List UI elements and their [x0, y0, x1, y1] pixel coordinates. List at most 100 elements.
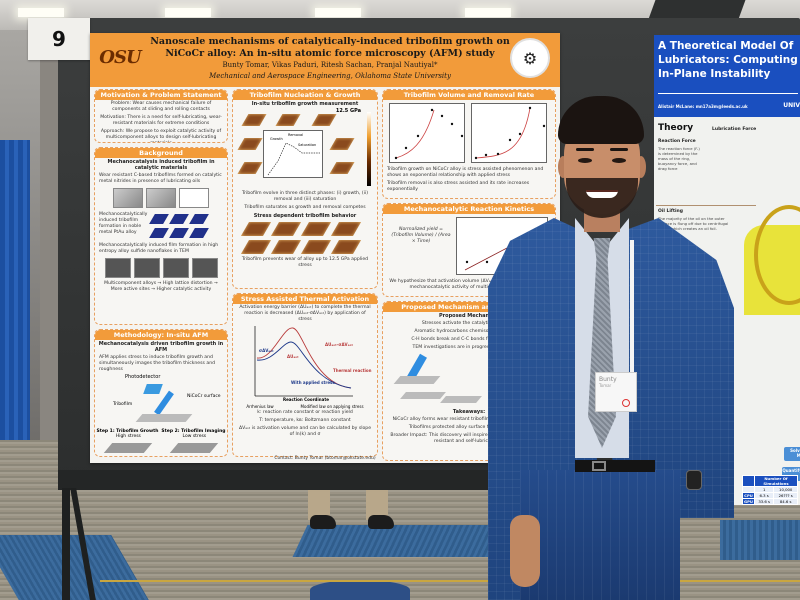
afm-tile: [241, 114, 267, 126]
phase-growth: Growth: [270, 137, 283, 141]
wear-image: [146, 188, 176, 208]
tem-image: [133, 258, 160, 278]
afm-tile: [329, 162, 355, 174]
yield-formula: Normalized yield = (Tribofilm Volume) / …: [391, 227, 451, 244]
ear: [636, 156, 646, 178]
surface-shape: [440, 396, 482, 403]
section-heading: Tribofilm Nucleation & Growth: [233, 90, 377, 100]
poster-board-frame: [58, 470, 498, 490]
name-badge: Bunty Tomar: [595, 372, 637, 412]
afm-tile: [270, 240, 302, 254]
section-subheading: Mechanocatalysis induced tribofilm in ca…: [107, 159, 215, 171]
x-axis-label: Reaction Coordinate: [283, 397, 329, 402]
volume-bullet: Tribofilm removal is also stress assiste…: [387, 181, 530, 192]
oil-lifting-text: The majority of the oil on the outer sur…: [658, 216, 729, 231]
afm-tile: [240, 240, 272, 254]
approach-text: Approach: We propose to exploit catalyti…: [100, 129, 222, 142]
curve-label: Thermal reaction: [333, 368, 372, 373]
hea-text: Mechanocatalytically induced film format…: [99, 243, 219, 254]
visitor-shoe: [310, 515, 336, 529]
theory-heading: Theory: [658, 123, 694, 133]
ptau-afm-images: [149, 212, 219, 240]
arrhenius-label: Arrhenius law: [246, 404, 274, 409]
belt: [575, 460, 655, 472]
afm-image: [169, 228, 189, 238]
hair: [558, 96, 644, 144]
thermal-note: k: reaction rate constant or reaction yi…: [257, 410, 353, 415]
section-subheading: In-situ tribofilm growth measurement: [251, 101, 359, 107]
osu-logo: OSU: [99, 47, 141, 68]
section-divider: [656, 205, 756, 206]
badge-line2: Tomar: [599, 383, 612, 388]
ptau-text: Mechanocatalytically induced tribofilm f…: [99, 212, 148, 235]
suit-trousers: [520, 470, 680, 600]
afm-tile: [275, 114, 301, 126]
background-conclusion: Multicomponent alloys → High lattice dis…: [104, 281, 218, 292]
poster-column-2: Tribofilm Nucleation & Growth In-situ tr…: [232, 89, 378, 461]
poster-authors: Bunty Tomar, Vikas Paduri, Ritesh Sachan…: [222, 61, 438, 69]
step2-label: Step 2: Tribofilm Imaging: [161, 429, 226, 434]
wear-image: [113, 188, 143, 208]
poster-affiliation: Mechanical and Aerospace Engineering, Ok…: [209, 72, 451, 80]
growth-plot: Growth Removal Saturation: [263, 130, 323, 178]
section-heading: Stress Assisted Thermal Activation: [233, 294, 377, 304]
step2-diagram: [169, 443, 219, 453]
reaction-force-heading: Reaction Force: [658, 139, 696, 144]
colorbar: [367, 112, 371, 186]
spectrum-plot: [179, 188, 209, 208]
afm-image: [169, 214, 189, 224]
section-nucleation: Tribofilm Nucleation & Growth In-situ tr…: [232, 89, 378, 289]
section-background: Background Mechanocatalysis induced trib…: [94, 147, 228, 325]
reaction-force-text: The reaction force (Fᵣ) is determined by…: [658, 146, 700, 171]
lab-gear-logo-icon: ⚙: [510, 38, 550, 78]
photodetector-shape: [143, 384, 163, 394]
volume-scatter: [394, 108, 464, 160]
neighbor-poster-header: A Theoretical Model Of Lubricators: Comp…: [654, 35, 800, 117]
visitor-leg: [366, 490, 388, 520]
section-subheading: Mechanocatalysis driven tribofilm growth…: [98, 341, 224, 353]
ear: [558, 156, 568, 178]
phase-saturation: Saturation: [298, 143, 317, 147]
volume-plot: [389, 103, 465, 163]
university-label: UNIV: [783, 102, 800, 109]
background-text: Wear resistant C-based tribofilms formed…: [99, 173, 222, 184]
section-heading: Background: [95, 148, 227, 158]
curve-label: With applied stress: [291, 380, 335, 385]
volume-plots: [383, 100, 555, 166]
research-poster: OSU Nanoscale mechanisms of catalyticall…: [90, 33, 560, 463]
step-diagrams: [95, 439, 227, 453]
row-label: CPU: [742, 492, 755, 499]
eyebrow: [576, 148, 594, 151]
tem-images: [95, 256, 227, 280]
step1-label: Step 1: Tribofilm Growth: [96, 429, 159, 434]
eye: [612, 158, 626, 163]
section-heading: Mechanocatalytic Reaction Kinetics: [383, 204, 555, 214]
neighbor-author: Alistair McLane: mn17a3m@leeds.ac.uk: [658, 104, 748, 109]
surface-shape: [393, 376, 441, 384]
afm-tile: [330, 222, 362, 236]
kinetics-bullet: We hypothesize that activation volume (Δ…: [389, 279, 549, 290]
step2-sublabel: Low stress: [182, 434, 207, 439]
cantilever-shape: [154, 390, 174, 416]
energy-diagram: σΔVₐₒₜ ΔUₐₒₜ ΔUₐₒₜ-σΔVₐₒₜ Thermal reacti…: [233, 324, 377, 404]
cell: 84.6 s: [773, 498, 798, 505]
row-label: GPU: [742, 498, 755, 505]
curve-label: ΔUₐₒₜ: [287, 354, 299, 359]
wristwatch: [686, 470, 702, 490]
stress-afm-grid: [233, 220, 377, 256]
removal-scatter: [474, 106, 546, 160]
poster-header: OSU Nanoscale mechanisms of catalyticall…: [90, 33, 560, 87]
poster-column-1: Motivation & Problem Statement Problem: …: [94, 89, 228, 461]
presenter: Bunty Tomar: [480, 90, 740, 600]
table-header: Number Of Simulations: [753, 475, 799, 487]
carpet-blue-patch: [310, 580, 410, 600]
section-motivation: Motivation & Problem Statement Problem: …: [94, 89, 228, 143]
photodetector-label: Photodetector: [125, 374, 161, 380]
blue-curtain: [0, 140, 30, 440]
afm-tile: [329, 138, 355, 150]
carpet-blue-stripe: [720, 520, 800, 560]
problem-text: Problem: Wear causes mechanical failure …: [110, 101, 212, 112]
nucleation-bullet: Tribofilm saturates as growth and remova…: [244, 205, 366, 210]
stress-caption: Tribofilm prevents wear of alloy up to 1…: [241, 257, 369, 268]
section-thermal: Stress Assisted Thermal Activation Activ…: [232, 293, 378, 457]
